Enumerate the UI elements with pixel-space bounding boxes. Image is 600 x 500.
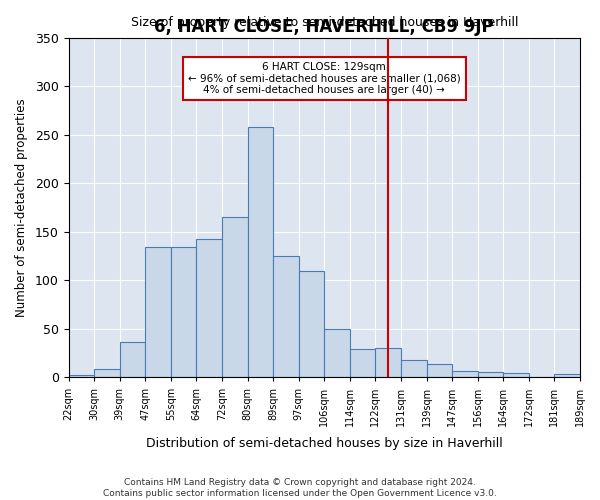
Bar <box>171 248 196 378</box>
Bar <box>376 348 401 378</box>
Bar <box>350 350 376 378</box>
Bar <box>94 368 119 378</box>
Bar <box>324 329 350 378</box>
Text: Size of property relative to semi-detached houses in Haverhill: Size of property relative to semi-detach… <box>131 16 518 29</box>
Bar <box>427 364 452 378</box>
Bar <box>478 372 503 378</box>
Bar <box>119 342 145 378</box>
Bar <box>401 360 427 378</box>
Bar <box>554 374 580 378</box>
Text: 6 HART CLOSE: 129sqm
← 96% of semi-detached houses are smaller (1,068)
4% of sem: 6 HART CLOSE: 129sqm ← 96% of semi-detac… <box>188 62 461 95</box>
Title: 6, HART CLOSE, HAVERHILL, CB9 9JP: 6, HART CLOSE, HAVERHILL, CB9 9JP <box>154 18 494 36</box>
Bar <box>222 218 248 378</box>
Bar <box>68 374 94 378</box>
Bar <box>145 248 171 378</box>
Text: Contains HM Land Registry data © Crown copyright and database right 2024.
Contai: Contains HM Land Registry data © Crown c… <box>103 478 497 498</box>
Bar <box>248 127 273 378</box>
Bar <box>196 238 222 378</box>
Bar <box>273 256 299 378</box>
X-axis label: Distribution of semi-detached houses by size in Haverhill: Distribution of semi-detached houses by … <box>146 437 503 450</box>
Bar <box>299 270 324 378</box>
Bar <box>452 370 478 378</box>
Bar <box>503 372 529 378</box>
Y-axis label: Number of semi-detached properties: Number of semi-detached properties <box>15 98 28 317</box>
